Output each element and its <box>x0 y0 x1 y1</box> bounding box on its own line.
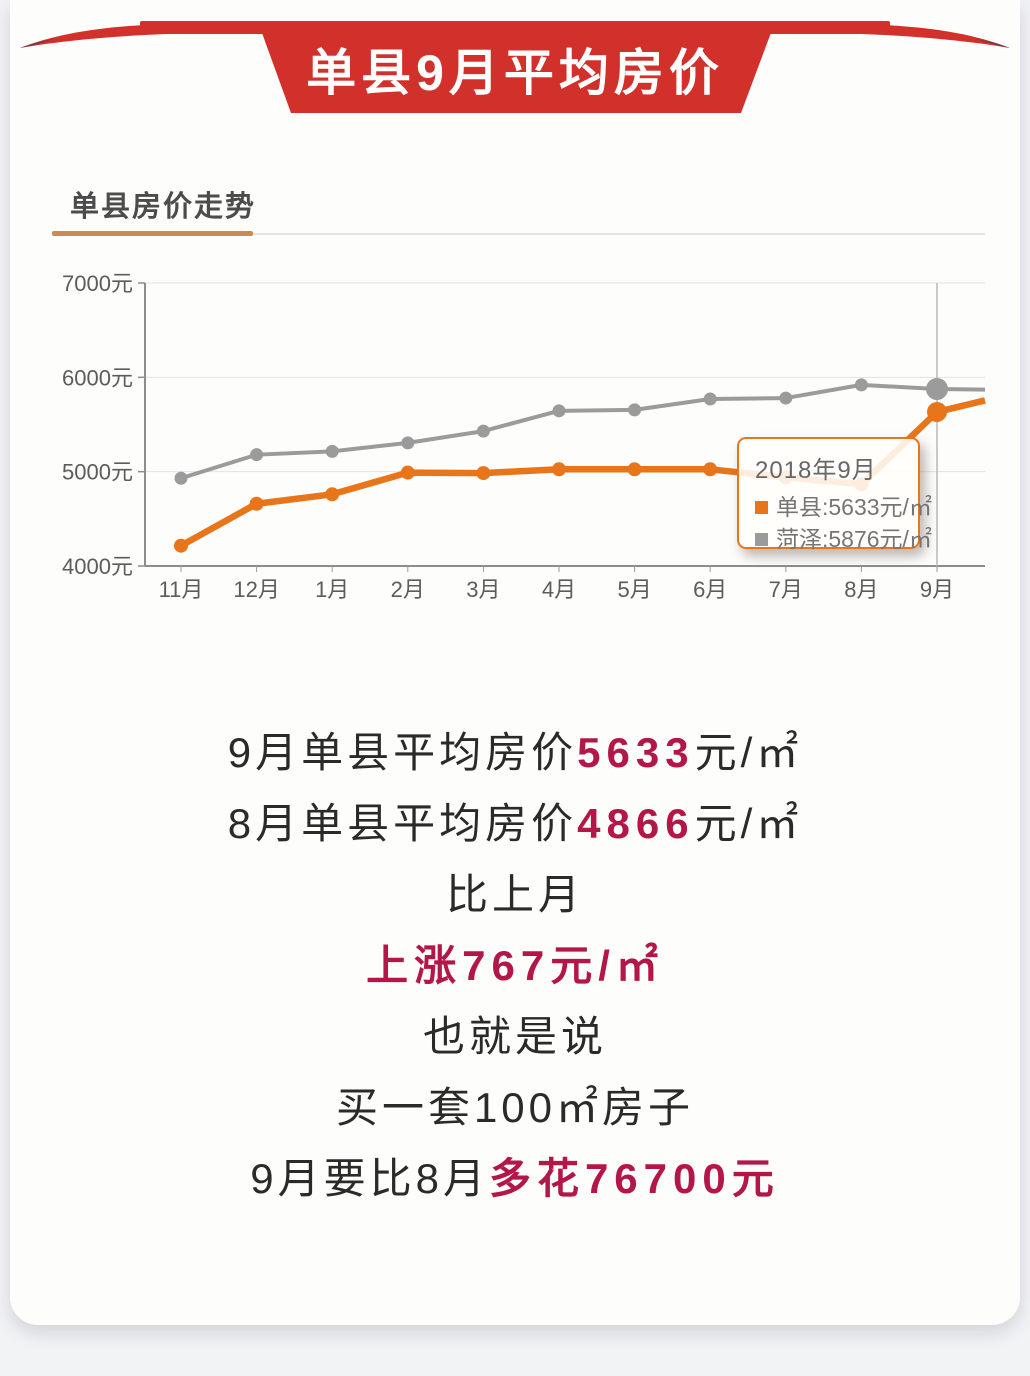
ribbon-curl-left-shadow <box>20 39 54 48</box>
x-axis-label: 2月 <box>391 577 425 602</box>
x-axis-label: 12月 <box>233 577 279 602</box>
series-point-shanxian[interactable] <box>627 462 642 477</box>
series-point-heze[interactable] <box>926 378 948 401</box>
tooltip-date: 2018年9月 <box>755 457 877 484</box>
summary-line-sep-price: 9月单县平均房价5633元/㎡ <box>0 717 1030 788</box>
summary-accent: 4866 <box>577 800 695 847</box>
section-underline-accent <box>52 231 253 236</box>
chart-tooltip: 2018年9月 单县:5633元/㎡ 菏泽:5876元/㎡ <box>737 437 932 552</box>
series-point-heze[interactable] <box>476 424 490 438</box>
series-point-shanxian[interactable] <box>325 487 340 502</box>
y-axis-label: 4000元 <box>62 554 133 579</box>
y-axis-label: 5000元 <box>62 460 133 485</box>
section-underline-track <box>253 233 985 235</box>
series-point-shanxian[interactable] <box>476 466 491 481</box>
series-point-shanxian[interactable] <box>703 462 718 477</box>
summary-text: 9月单县平均房价 <box>227 729 578 776</box>
x-axis-label: 7月 <box>769 577 803 602</box>
summary-text: 9月要比8月 <box>250 1155 489 1202</box>
y-axis-label: 7000元 <box>62 271 133 296</box>
summary-line-aug-price: 8月单县平均房价4866元/㎡ <box>0 788 1030 859</box>
series-point-heze[interactable] <box>401 436 415 450</box>
series-point-heze[interactable] <box>779 391 793 405</box>
summary-text: 比上月 <box>445 871 584 918</box>
summary-text: 元/㎡ <box>694 800 803 847</box>
summary-line-house-100sqm: 买一套100㎡房子 <box>0 1072 1030 1143</box>
tooltip-row-label: 单县:5633元/㎡ <box>776 494 932 520</box>
series-point-heze[interactable] <box>250 448 264 462</box>
summary-accent: 上涨767元/㎡ <box>366 942 664 989</box>
ribbon-curl-right <box>862 24 1010 48</box>
tooltip-row-label: 菏泽:5876元/㎡ <box>776 526 932 552</box>
series-point-shanxian[interactable] <box>249 496 264 511</box>
x-axis-label: 6月 <box>693 577 727 602</box>
summary-line-that-is: 也就是说 <box>0 1001 1030 1072</box>
price-trend-chart[interactable]: 7000元 6000元 5000元 4000元 11月 12月 1月 2月 3月 4月 5月 6月 7月… <box>0 245 1030 625</box>
series-marker-heze-icon <box>755 533 768 546</box>
summary-line-vs-last-month: 比上月 <box>0 859 1030 930</box>
series-point-heze[interactable] <box>703 392 717 406</box>
tooltip-row-shanxian: 单县:5633元/㎡ <box>755 491 932 523</box>
series-point-heze[interactable] <box>325 444 339 458</box>
summary-accent: 5633 <box>577 729 695 776</box>
ribbon-banner <box>20 21 1010 113</box>
series-point-heze[interactable] <box>552 404 566 418</box>
summary-text: 买一套100㎡房子 <box>335 1084 695 1131</box>
x-axis-label: 8月 <box>844 577 878 602</box>
ribbon-trapezoid <box>258 22 775 113</box>
series-point-heze[interactable] <box>628 403 642 417</box>
series-point-shanxian[interactable] <box>927 401 947 422</box>
summary-line-extra-cost: 9月要比8月多花76700元 <box>0 1143 1030 1214</box>
series-point-shanxian[interactable] <box>400 465 415 480</box>
banner-title: 单县9月平均房价 <box>306 45 724 101</box>
series-point-heze[interactable] <box>174 471 188 485</box>
series-marker-shanxian-icon <box>755 501 768 514</box>
ribbon-curl-left <box>20 24 168 48</box>
ribbon-curl-right-shadow <box>976 39 1010 48</box>
y-axis-label: 6000元 <box>62 365 133 390</box>
x-axis-label: 9月 <box>920 577 954 602</box>
series-point-shanxian[interactable] <box>174 538 188 553</box>
summary-accent: 多花76700元 <box>488 1155 780 1202</box>
summary-block: 9月单县平均房价5633元/㎡ 8月单县平均房价4866元/㎡ 比上月 上涨76… <box>0 717 1030 1214</box>
section-title: 单县房价走势 <box>70 191 257 223</box>
chart-area[interactable]: 7000元 6000元 5000元 4000元 11月 12月 1月 2月 3月 4月 5月 6月 7月… <box>0 245 1030 625</box>
x-axis-label: 11月 <box>159 577 204 602</box>
series-point-heze[interactable] <box>854 378 868 392</box>
series-line-heze <box>180 382 986 481</box>
tooltip-row-heze: 菏泽:5876元/㎡ <box>755 523 932 555</box>
summary-text: 也就是说 <box>422 1013 607 1060</box>
x-axis-label: 5月 <box>617 577 651 602</box>
x-axis-label: 4月 <box>542 577 576 602</box>
summary-text: 8月单县平均房价 <box>227 800 578 847</box>
series-point-shanxian[interactable] <box>552 462 566 477</box>
summary-text: 元/㎡ <box>694 729 803 776</box>
content-card <box>10 0 1020 1325</box>
x-axis-label: 3月 <box>466 577 500 602</box>
summary-line-increase: 上涨767元/㎡ <box>0 930 1030 1001</box>
x-axis-label: 1月 <box>315 577 349 602</box>
